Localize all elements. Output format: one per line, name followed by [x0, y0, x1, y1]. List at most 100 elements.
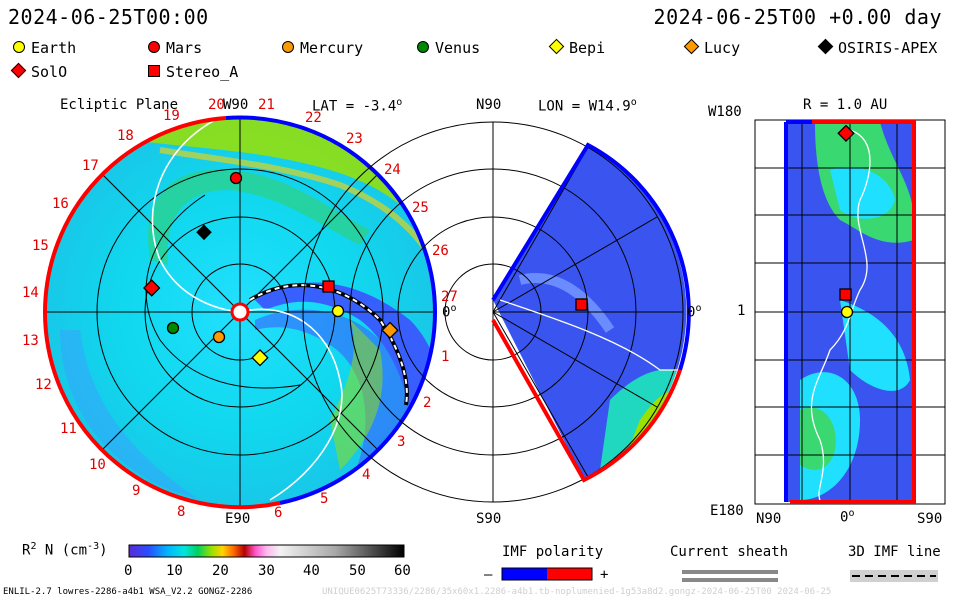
legend-solo: SolO [31, 63, 68, 81]
legend-bepi: Bepi [569, 39, 606, 57]
ecliptic-top-label: W90 [223, 97, 249, 113]
radial-top-left: W180 [708, 104, 742, 120]
ecliptic-plane-plot [42, 115, 438, 510]
legend-osiris-apex: OSIRIS-APEX [838, 39, 938, 57]
legend-mars: Mars [166, 39, 203, 57]
stereo-a-meridional-icon [575, 298, 588, 311]
colorbar-tick-20: 20 [212, 563, 229, 579]
radial-bottom-0: 0o [840, 508, 854, 526]
bepi-icon [251, 349, 269, 367]
tick-9: 9 [132, 483, 141, 499]
tick-3: 3 [397, 434, 406, 450]
lon-degree: o [630, 97, 637, 108]
tick-23: 23 [346, 131, 363, 147]
legend-venus: Venus [435, 39, 481, 57]
current-sheath-title: Current sheath [670, 544, 789, 560]
colorbar-title-r: R [22, 542, 31, 559]
radial-bottom-0-value: 0 [840, 509, 849, 526]
tick-1: 1 [441, 349, 450, 365]
earth-marker-icon [13, 41, 25, 53]
tick-10: 10 [89, 457, 106, 473]
imf-polarity-title: IMF polarity [502, 544, 604, 560]
tick-27: 27 [441, 289, 458, 305]
colorbar-tick-0: 0 [124, 563, 133, 579]
lat-degree: o [396, 97, 403, 108]
stereo-a-marker-icon [148, 65, 160, 77]
footer-left: ENLIL-2.7 lowres-2286-a4b1 WSA_V2.2 GONG… [3, 587, 253, 597]
tick-15: 15 [32, 238, 49, 254]
stereo-a-radial-icon [839, 288, 852, 301]
footer-right: UNIQUE0625T73336/2286/35x60x1.2286-a4b1.… [322, 587, 832, 597]
meridional-right-label: 0o [687, 303, 701, 321]
lon-value: LON = W14.9 [538, 98, 631, 115]
tick-24: 24 [384, 162, 401, 178]
tick-21: 21 [258, 97, 275, 113]
lucy-icon [381, 321, 399, 339]
tick-12: 12 [35, 377, 52, 393]
radial-mid-left: 1 [737, 303, 746, 319]
radial-bottom-left: E180 [710, 503, 744, 519]
colorbar-tick-10: 10 [166, 563, 183, 579]
meridional-right-degree: o [695, 303, 702, 314]
meridional-top-label: N90 [476, 97, 502, 113]
colorbar-title-sup2: -3 [87, 541, 100, 552]
tick-14: 14 [22, 285, 39, 301]
ecliptic-right-degree: o [450, 303, 457, 314]
stereo-a-icon [322, 280, 335, 293]
datetime-left: 2024-06-25T00:00 [8, 5, 209, 29]
tick-16: 16 [52, 196, 69, 212]
earth-icon [331, 304, 345, 318]
colorbar-tick-50: 50 [349, 563, 366, 579]
radial-bottom-n90: N90 [756, 511, 782, 527]
ecliptic-right-value: 0 [442, 304, 451, 321]
venus-marker-icon [417, 41, 429, 53]
lat-label: LAT = -3.4o [312, 97, 402, 115]
tick-5: 5 [320, 491, 329, 507]
radial-bottom-s90: S90 [917, 511, 943, 527]
datetime-right: 2024-06-25T00 +0.00 day [653, 5, 942, 29]
tick-2: 2 [423, 395, 432, 411]
tick-25: 25 [412, 200, 429, 216]
venus-icon [166, 321, 180, 335]
lon-label: LON = W14.9o [538, 97, 637, 115]
tick-17: 17 [82, 158, 99, 174]
tick-8: 8 [177, 504, 186, 520]
imf-line-title: 3D IMF line [848, 544, 941, 560]
earth-radial-icon [840, 305, 854, 319]
colorbar-title-rest: N (cm [36, 542, 88, 559]
lat-value: LAT = -3.4 [312, 98, 397, 115]
r-label: R = 1.0 AU [803, 97, 888, 113]
meridional-bottom-label: S90 [476, 511, 502, 527]
tick-26: 26 [432, 243, 449, 259]
colorbar-tick-30: 30 [258, 563, 275, 579]
colorbar-tick-60: 60 [394, 563, 411, 579]
meridional-right-value: 0 [687, 304, 696, 321]
radial-bottom-0-degree: o [848, 508, 855, 519]
mars-icon [229, 171, 243, 185]
osiris-apex-icon [196, 224, 212, 241]
tick-18: 18 [117, 128, 134, 144]
ecliptic-right-label: 0o [442, 303, 456, 321]
legend-mercury: Mercury [300, 39, 364, 57]
tick-13: 13 [22, 333, 39, 349]
colorbar-title-sup: 2 [30, 541, 37, 552]
imf-polarity-positive [547, 568, 592, 580]
mars-marker-icon [148, 41, 160, 53]
colorbar-title: R2 N (cm-3) [22, 541, 108, 559]
legend-stereo-a: Stereo_A [166, 63, 239, 81]
solo-icon [143, 279, 161, 297]
tick-19: 19 [163, 108, 180, 124]
radial-map-plot [754, 119, 946, 505]
ecliptic-bottom-label: E90 [225, 511, 251, 527]
tick-22: 22 [305, 110, 322, 126]
imf-polarity-negative [502, 568, 547, 580]
mercury-icon [212, 330, 226, 344]
imf-polarity-minus: – [484, 567, 493, 583]
colorbar-title-end: ) [99, 542, 108, 559]
colorbar-tick-40: 40 [303, 563, 320, 579]
legend-lucy: Lucy [704, 39, 741, 57]
solo-radial-icon [837, 124, 855, 142]
legend-earth: Earth [31, 39, 77, 57]
current-sheath-line [682, 570, 778, 574]
